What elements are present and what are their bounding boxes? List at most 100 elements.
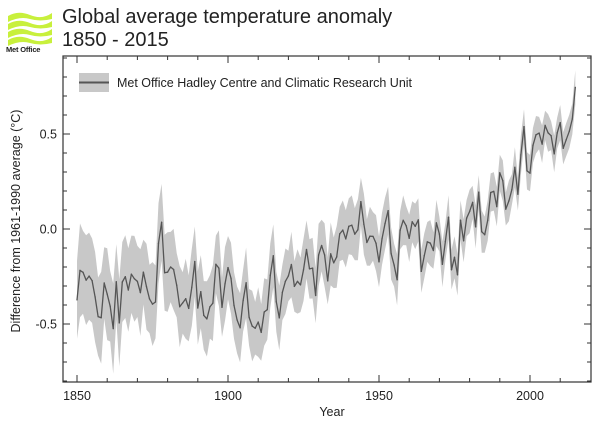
legend-entry: Met Office Hadley Centre and Climatic Re… (117, 76, 413, 90)
data-point (547, 132, 549, 134)
data-point (182, 302, 184, 304)
series-segment (556, 121, 561, 134)
data-point (354, 233, 356, 235)
data-point (200, 291, 202, 293)
data-point (185, 298, 187, 300)
series-segment (239, 299, 244, 329)
data-point (266, 309, 268, 311)
data-point (130, 273, 132, 275)
data-point (550, 135, 552, 137)
data-point (85, 279, 87, 281)
series-segment (127, 273, 133, 291)
data-point (372, 235, 374, 237)
series-segment (133, 278, 139, 283)
data-point (302, 269, 305, 271)
data-point (538, 132, 540, 134)
data-point (278, 317, 280, 319)
series-segment (224, 266, 229, 285)
series-segment (109, 305, 114, 330)
data-point (562, 147, 564, 149)
series-segment (360, 200, 365, 225)
data-point (290, 263, 292, 266)
series-segment (166, 266, 172, 273)
data-point (520, 154, 522, 156)
data-point (351, 224, 353, 226)
chart-title: Global average temperature anomaly (62, 6, 393, 28)
series-segment (157, 221, 163, 244)
series-segment (493, 190, 498, 208)
data-point (336, 256, 338, 258)
series-segment (130, 273, 136, 280)
series-segment (565, 130, 570, 141)
series-segment (336, 233, 341, 258)
data-point (100, 317, 102, 319)
data-point (571, 118, 573, 120)
series-segment (438, 233, 444, 265)
data-point (112, 328, 114, 330)
series-segment (172, 268, 178, 286)
data-point (508, 200, 510, 202)
data-point (333, 262, 335, 264)
series-segment (405, 225, 410, 239)
data-point (188, 307, 190, 309)
y-tick-label: -0.5 (35, 318, 57, 332)
data-point (496, 206, 498, 208)
data-point (399, 229, 401, 231)
series-segment (94, 296, 99, 318)
series-segment (302, 248, 308, 271)
series-segment (468, 201, 474, 213)
x-axis: 1850 1900 1950 2000 (63, 56, 561, 403)
data-point (315, 294, 317, 297)
series-segment (206, 306, 211, 320)
data-point (173, 268, 175, 271)
logo-waves-icon (8, 12, 52, 46)
data-point (167, 271, 169, 273)
series-segment (408, 221, 413, 239)
series-segment (447, 216, 453, 271)
data-point (453, 256, 456, 258)
series-segment (417, 219, 422, 273)
series-line-layer (76, 86, 576, 334)
series-segment (142, 271, 148, 288)
series-segment (363, 223, 368, 244)
series-segment (194, 260, 199, 309)
data-point (321, 244, 323, 247)
data-point (106, 293, 108, 295)
series-segment (263, 308, 268, 313)
data-point (381, 238, 383, 240)
series-segment (547, 132, 552, 137)
data-point (345, 238, 347, 240)
data-point (369, 235, 371, 237)
series-segment (284, 275, 290, 282)
series-segment (176, 284, 181, 308)
data-point (157, 242, 160, 244)
data-point (269, 274, 271, 276)
series-segment (209, 302, 214, 308)
series-segment (541, 124, 546, 145)
series-segment (317, 244, 323, 256)
series-segment (100, 282, 105, 319)
series-segment (136, 280, 142, 294)
data-point (109, 305, 111, 307)
data-point (260, 331, 262, 333)
series-segment (502, 180, 507, 210)
data-point (459, 219, 462, 221)
data-point (535, 134, 537, 136)
data-point (191, 286, 193, 288)
data-point (296, 280, 299, 282)
data-point (179, 306, 181, 308)
series-segment (242, 282, 247, 302)
series-segment (523, 125, 528, 172)
data-point (502, 180, 504, 182)
series-segment (254, 321, 259, 329)
data-point (384, 223, 386, 225)
met-office-logo (8, 12, 52, 46)
series-segment (532, 134, 537, 146)
data-point (79, 269, 81, 271)
data-point (224, 283, 226, 285)
data-point (475, 226, 477, 228)
series-segment (233, 304, 238, 321)
data-point (363, 223, 365, 225)
series-segment (387, 209, 392, 255)
data-point (318, 254, 320, 256)
